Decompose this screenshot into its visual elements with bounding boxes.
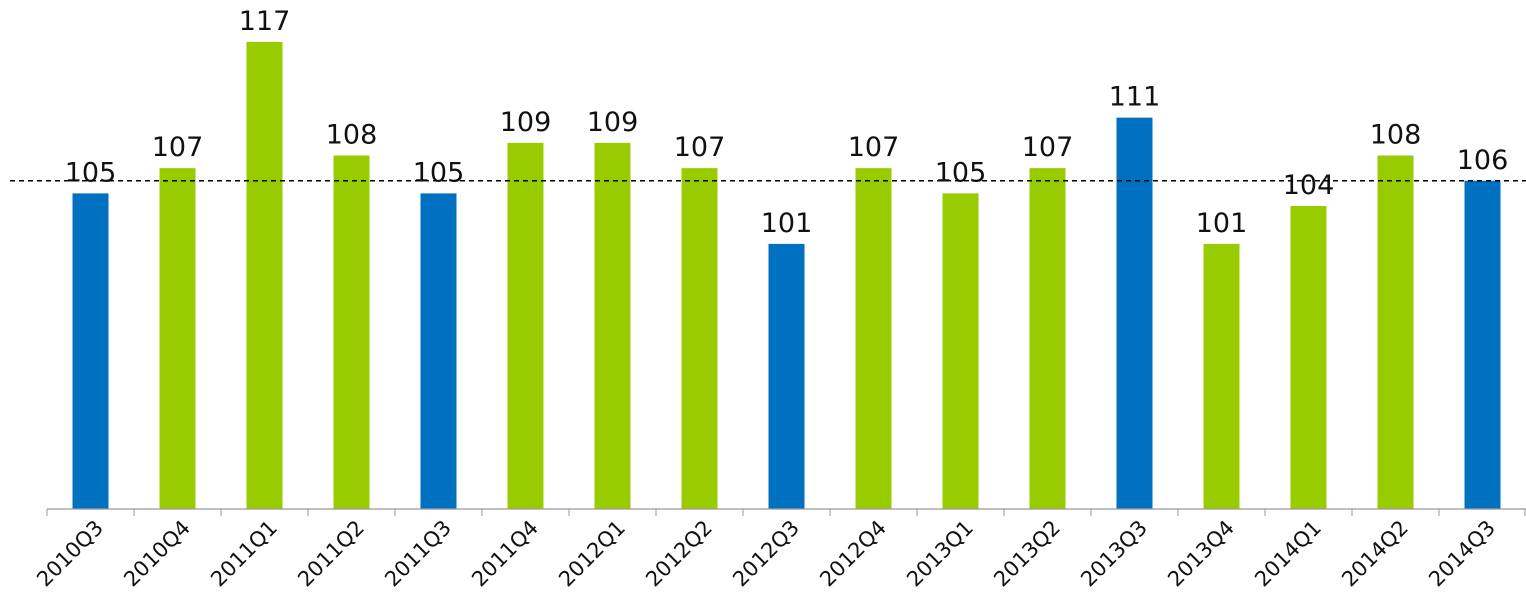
data-label-2014Q1: 104 (1283, 170, 1335, 201)
data-label-2010Q3: 105 (65, 157, 117, 188)
tick-label-2014Q3: 2014Q3 (1424, 516, 1500, 592)
data-label-2012Q1: 109 (587, 107, 639, 138)
data-label-2011Q3: 105 (413, 157, 465, 188)
data-label-2011Q1: 117 (239, 6, 291, 37)
data-label-2012Q4: 107 (848, 132, 900, 163)
tick-label-2014Q2: 2014Q2 (1337, 516, 1413, 592)
data-label-2011Q2: 108 (326, 120, 378, 151)
data-labels-layer: 105 107 117 108 105 109 109 107 101 107 105 107 111 1… (65, 6, 1509, 239)
bar-2011Q2 (333, 155, 370, 509)
data-label-2014Q2: 108 (1370, 120, 1422, 151)
data-label-2011Q4: 109 (500, 107, 552, 138)
bar-2014Q2 (1377, 155, 1414, 509)
bar-2011Q1 (246, 41, 283, 510)
bar-2011Q3 (420, 193, 457, 510)
bar-2010Q4 (159, 168, 196, 510)
tick-label-2013Q2: 2013Q2 (989, 516, 1065, 592)
tick-label-2012Q1: 2012Q1 (554, 516, 630, 592)
data-label-2013Q4: 101 (1196, 208, 1248, 239)
tick-label-2013Q3: 2013Q3 (1076, 516, 1152, 592)
data-label-2012Q3: 101 (761, 208, 813, 239)
tick-label-2011Q2: 2011Q2 (293, 516, 369, 592)
bar-2012Q2 (681, 168, 718, 510)
tick-label-2013Q1: 2013Q1 (902, 516, 978, 592)
bar-2013Q2 (1029, 168, 1066, 510)
tick-label-2010Q3: 2010Q3 (32, 516, 108, 592)
data-label-2012Q2: 107 (674, 132, 726, 163)
bar-2012Q4 (855, 168, 892, 510)
tick-label-2011Q3: 2011Q3 (380, 516, 456, 592)
data-label-2013Q1: 105 (935, 157, 987, 188)
bar-2011Q4 (507, 142, 544, 510)
bar-2014Q3 (1464, 180, 1501, 509)
tick-label-2013Q4: 2013Q4 (1163, 516, 1239, 592)
bar-2014Q1 (1290, 206, 1327, 509)
tick-label-2011Q1: 2011Q1 (206, 516, 282, 592)
tick-label-2014Q1: 2014Q1 (1250, 516, 1326, 592)
data-label-2013Q2: 107 (1022, 132, 1074, 163)
tick-label-2012Q3: 2012Q3 (728, 516, 804, 592)
tick-label-2012Q2: 2012Q2 (641, 516, 717, 592)
data-label-2010Q4: 107 (152, 132, 204, 163)
bars-layer (72, 41, 1501, 510)
x-axis: 2010Q3 2010Q4 2011Q1 2011Q2 2011Q3 2011Q4 2012… (32, 508, 1526, 592)
bar-2012Q1 (594, 142, 631, 510)
bar-2010Q3 (72, 193, 109, 510)
tick-label-2011Q4: 2011Q4 (467, 516, 543, 592)
data-label-2014Q3: 106 (1457, 145, 1509, 176)
tick-label-2012Q4: 2012Q4 (815, 516, 891, 592)
data-label-2013Q3: 111 (1109, 82, 1161, 113)
bar-2012Q3 (768, 243, 805, 510)
bar-2013Q3 (1116, 117, 1153, 510)
bar-2013Q4 (1203, 243, 1240, 510)
tick-label-2010Q4: 2010Q4 (119, 516, 195, 592)
bar-2013Q1 (942, 193, 979, 510)
